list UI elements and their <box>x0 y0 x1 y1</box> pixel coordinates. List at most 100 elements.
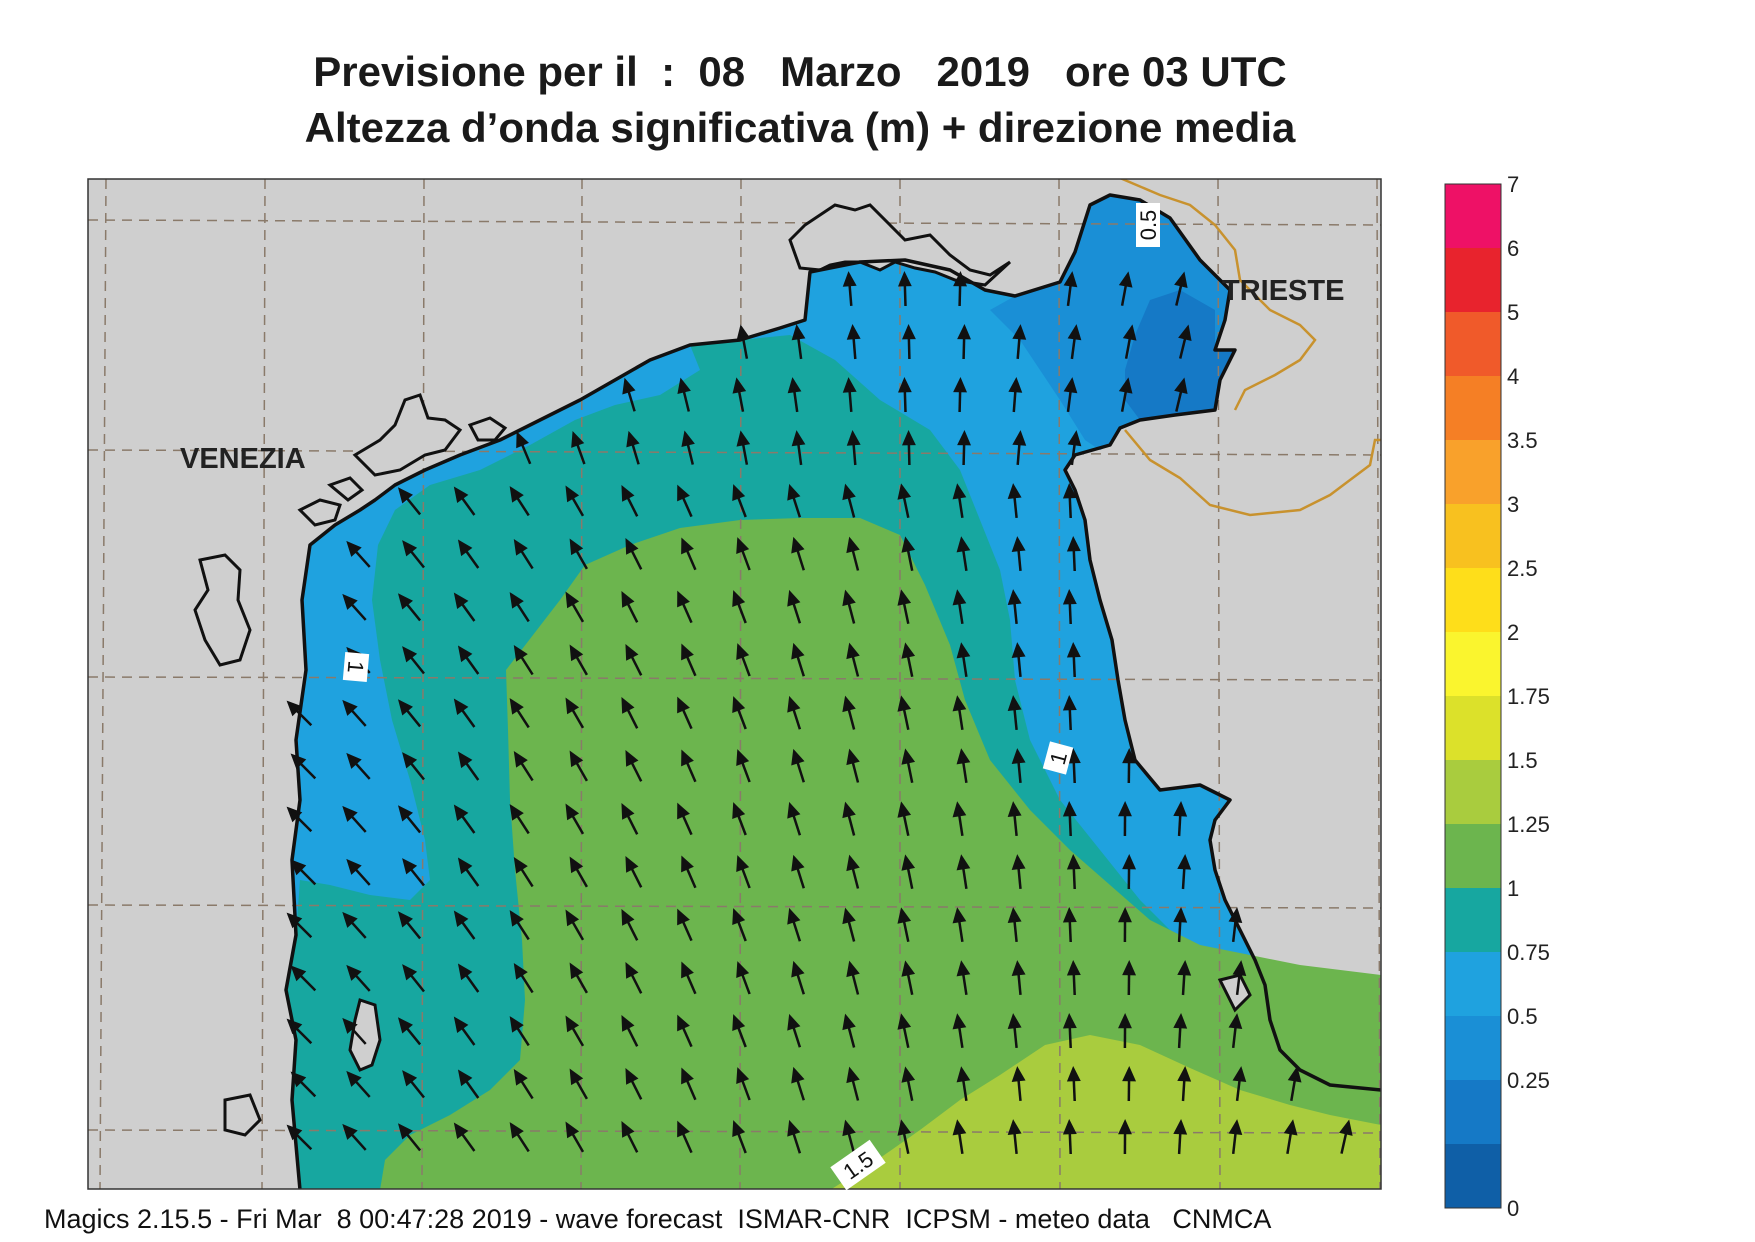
legend-swatch <box>1445 248 1501 312</box>
direction-arrowhead <box>1062 694 1077 711</box>
direction-arrowhead <box>791 960 805 978</box>
direction-arrowhead <box>1011 536 1026 552</box>
direction-arrowhead <box>1007 589 1022 605</box>
direction-arrowhead <box>901 536 916 553</box>
direction-arrowhead <box>956 748 971 765</box>
direction-arrowhead <box>1228 1119 1243 1136</box>
direction-arrowhead <box>677 484 690 502</box>
direction-arrowhead <box>342 911 358 928</box>
direction-arrowhead <box>1062 800 1077 817</box>
legend-swatch <box>1445 696 1501 760</box>
direction-arrowhead <box>791 430 806 447</box>
direction-arrowhead <box>787 589 801 607</box>
direction-arrowhead <box>732 908 746 925</box>
direction-arrowhead <box>901 854 916 871</box>
direction-arrowhead <box>1118 1118 1132 1135</box>
direction-arrowhead <box>1118 800 1132 817</box>
direction-arrowhead <box>736 537 750 554</box>
direction-arrowhead <box>346 1070 362 1087</box>
direction-arrowhead <box>509 1122 524 1139</box>
direction-arrowhead <box>897 1013 912 1030</box>
legend-swatch <box>1445 760 1501 824</box>
direction-arrowhead <box>681 643 694 661</box>
direction-arrowhead <box>957 323 972 340</box>
direction-arrowhead <box>1228 907 1243 924</box>
direction-arrowhead <box>1011 854 1026 870</box>
direction-arrowhead <box>787 483 801 501</box>
direction-arrowhead <box>952 907 967 924</box>
direction-arrowhead <box>952 695 967 712</box>
direction-arrowhead <box>1011 960 1026 976</box>
direction-arrowhead <box>342 593 358 610</box>
legend-label: 3.5 <box>1507 428 1538 453</box>
direction-arrowhead <box>621 908 635 926</box>
direction-arrowhead <box>346 858 362 875</box>
direction-arrowhead <box>1287 1066 1302 1083</box>
wave-direction-arrows <box>286 270 1353 1155</box>
legend-swatch <box>1445 312 1501 376</box>
direction-arrowhead <box>1062 1012 1077 1029</box>
direction-arrowhead <box>342 1017 358 1034</box>
direction-arrowhead <box>897 1119 912 1136</box>
direction-arrowhead <box>513 750 528 768</box>
direction-arrowhead <box>732 696 746 713</box>
direction-arrowhead <box>1122 747 1137 764</box>
direction-arrowhead <box>736 643 750 660</box>
direction-arrowhead <box>621 1120 635 1138</box>
direction-arrowhead <box>846 323 861 340</box>
direction-arrowhead <box>787 907 801 925</box>
direction-arrowhead <box>901 323 916 340</box>
direction-arrowhead <box>901 748 916 765</box>
direction-arrowhead <box>569 856 584 874</box>
direction-arrowhead <box>1063 271 1078 288</box>
direction-arrowhead <box>897 801 912 818</box>
legend-swatch <box>1445 376 1501 440</box>
legend-label: 4 <box>1507 364 1519 389</box>
city-label-trieste: TRIESTE <box>1222 275 1344 307</box>
direction-arrowhead <box>1062 588 1077 605</box>
direction-arrowhead <box>1011 748 1026 764</box>
national-border <box>1119 179 1381 517</box>
direction-arrowhead <box>290 753 307 770</box>
contour-label-1-west: 1 <box>343 652 370 682</box>
direction-arrowhead <box>1066 853 1081 870</box>
direction-arrowhead <box>732 377 747 394</box>
direction-arrowhead <box>1012 324 1027 340</box>
direction-arrowhead <box>787 1119 801 1137</box>
direction-arrowhead <box>842 801 856 819</box>
direction-arrowhead <box>787 801 801 819</box>
direction-arrowhead <box>625 961 639 979</box>
direction-arrowhead <box>1012 430 1027 446</box>
direction-arrowhead <box>625 1067 639 1085</box>
svg-text:1: 1 <box>343 660 369 674</box>
direction-arrowhead <box>402 540 418 557</box>
chart-subtitle: Altezza d’onda significativa (m) + direz… <box>304 104 1296 151</box>
direction-arrowhead <box>397 805 413 822</box>
direction-arrowhead <box>1066 641 1081 658</box>
direction-arrowhead <box>457 1069 473 1087</box>
band-1.25-1.5 <box>380 518 1381 1189</box>
legend-swatch <box>1445 824 1501 888</box>
direction-arrowhead <box>681 961 694 979</box>
direction-arrowhead <box>732 1120 746 1137</box>
direction-arrowhead <box>1007 801 1022 817</box>
direction-arrowhead <box>513 962 528 980</box>
direction-arrowhead <box>736 324 751 341</box>
direction-arrowhead <box>677 1014 690 1032</box>
direction-arrowhead <box>513 1068 528 1086</box>
legend-label: 3 <box>1507 492 1519 517</box>
direction-arrowhead <box>1007 483 1022 499</box>
direction-arrowhead <box>457 857 473 875</box>
direction-arrowhead <box>346 752 362 769</box>
direction-arrowhead <box>626 430 640 448</box>
direction-arrowhead <box>1122 324 1137 341</box>
direction-arrowhead <box>952 801 967 818</box>
direction-arrowhead <box>846 960 860 978</box>
direction-arrowhead <box>846 642 860 660</box>
direction-arrowhead <box>1066 747 1081 764</box>
legend-swatch <box>1445 1016 1501 1080</box>
band-1.5-1.75 <box>831 1035 1381 1189</box>
direction-arrowhead <box>901 642 916 659</box>
direction-arrowhead <box>569 962 584 980</box>
direction-arrowhead <box>565 485 580 503</box>
